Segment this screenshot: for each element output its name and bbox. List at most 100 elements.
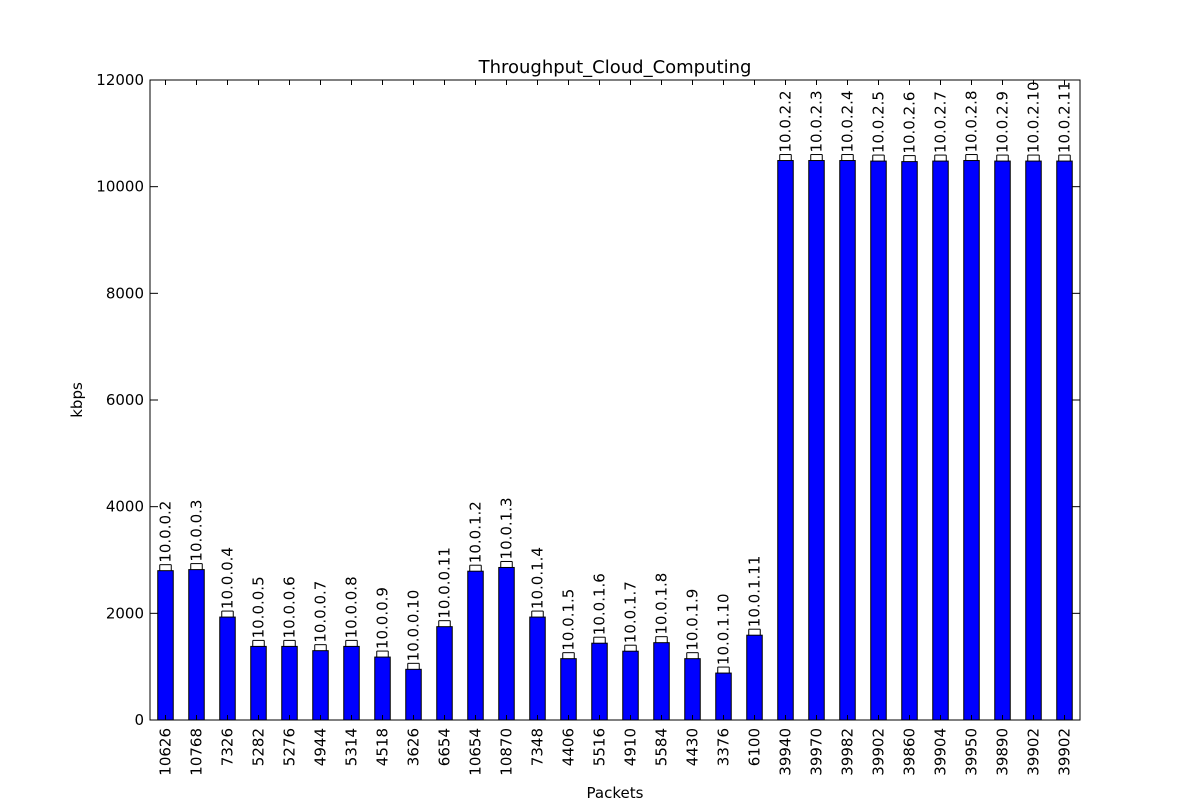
x-tick-label: 39982 [839,728,857,776]
bar [1025,160,1042,721]
bar [219,616,236,721]
x-tick-label: 39950 [963,728,981,776]
x-tick-label: 39904 [932,728,950,776]
x-tick-label: 39890 [994,728,1012,776]
y-tick-label: 4000 [106,498,144,516]
bar [746,634,763,721]
bar [715,672,732,721]
x-tick-label: 39860 [901,728,919,776]
bar-label: 10.0.2.9 [994,91,1012,153]
x-tick-label: 5516 [591,728,609,766]
x-tick-label: 10654 [467,728,485,776]
bar [622,650,639,721]
bar-label: 10.0.0.10 [405,590,423,662]
bar [994,160,1011,721]
bar-label: 10.0.2.2 [777,90,795,152]
y-axis-title: kbps [68,382,86,418]
bar-label: 10.0.1.8 [653,573,671,635]
bar-label: 10.0.1.6 [591,573,609,635]
bar-label: 10.0.2.5 [870,91,888,153]
x-tick-label: 3376 [715,728,733,766]
y-tick-label: 12000 [96,71,144,89]
x-tick-label: 4944 [312,728,330,766]
plot-frame [149,79,1081,721]
bar-label: 10.0.0.3 [188,500,206,562]
bar-label: 10.0.0.9 [374,587,392,649]
x-tick-label: 6100 [746,728,764,766]
bar [777,160,794,721]
bar-label: 10.0.2.10 [1025,81,1043,153]
x-axis-title: Packets [587,784,644,800]
bar-label: 10.0.1.3 [498,497,516,559]
bar-label: 10.0.0.7 [312,581,330,643]
bar [901,161,918,721]
bar [343,645,360,721]
bar [312,650,329,721]
ticks-layer: 10626 10768 7326 5282 5276 4944 5314 4518 3626 66… [96,71,1080,776]
x-tick-label: 10626 [157,728,175,776]
bar-label: 10.0.0.11 [436,547,454,619]
bar-label: 10.0.1.2 [467,501,485,563]
bar [808,160,825,721]
bar-label: 10.0.2.11 [1056,81,1074,153]
x-tick-label: 10870 [498,728,516,776]
bar-label: 10.0.2.8 [963,90,981,152]
x-tick-label: 39902 [870,728,888,776]
bar [653,642,670,721]
bar [250,645,267,721]
x-tick-label: 6654 [436,728,454,766]
bar [591,642,608,721]
y-tick-label: 10000 [96,178,144,196]
bar-label: 10.0.2.6 [901,92,919,154]
bar-label: 10.0.0.2 [157,501,175,563]
bar [467,570,484,721]
bar [405,668,422,721]
bar [498,566,515,721]
bar [374,656,391,721]
bar [436,626,453,721]
bar [684,658,701,721]
bar [1056,160,1073,721]
x-tick-label: 4430 [684,728,702,766]
bar-label: 10.0.0.4 [219,547,237,609]
bar [529,616,546,721]
x-tick-label: 5276 [281,728,299,766]
chart-title: Throughput_Cloud_Computing [478,57,752,78]
x-tick-label: 5282 [250,728,268,766]
bar-label: 10.0.1.11 [746,556,764,628]
bar-label: 10.0.0.8 [343,576,361,638]
x-tick-label: 39902 [1025,728,1043,776]
bar [560,658,577,721]
bar-label: 10.0.2.7 [932,91,950,153]
bar [188,569,205,721]
x-tick-label: 39970 [808,728,826,776]
bar-label: 10.0.0.5 [250,576,268,638]
bar-label: 10.0.1.7 [622,581,640,643]
y-tick-label: 0 [134,711,144,729]
bar-label: 10.0.1.4 [529,547,547,609]
bar-label: 10.0.1.9 [684,589,702,651]
x-tick-label: 4910 [622,728,640,766]
bar [839,160,856,721]
x-tick-label: 7348 [529,728,547,766]
x-tick-label: 39902 [1056,728,1074,776]
x-tick-label: 10768 [188,728,206,776]
bar [157,570,174,721]
x-tick-label: 5314 [343,728,361,766]
bar-label: 10.0.0.6 [281,576,299,638]
bar-label: 10.0.2.4 [839,90,857,152]
bar [963,160,980,721]
bar-label: 10.0.1.10 [715,593,733,665]
y-tick-label: 8000 [106,284,144,302]
bar [281,645,298,721]
x-tick-label: 3626 [405,728,423,766]
bar [932,160,949,721]
x-tick-label: 4406 [560,728,578,766]
x-tick-label: 39940 [777,728,795,776]
x-tick-label: 5584 [653,728,671,766]
bars-layer: 10.0.0.2 10.0.0.3 10.0.0.4 10.0.0.5 10.0.0.6… [157,81,1074,721]
x-tick-label: 4518 [374,728,392,766]
bar-label: 10.0.1.5 [560,589,578,651]
y-tick-label: 2000 [106,604,144,622]
